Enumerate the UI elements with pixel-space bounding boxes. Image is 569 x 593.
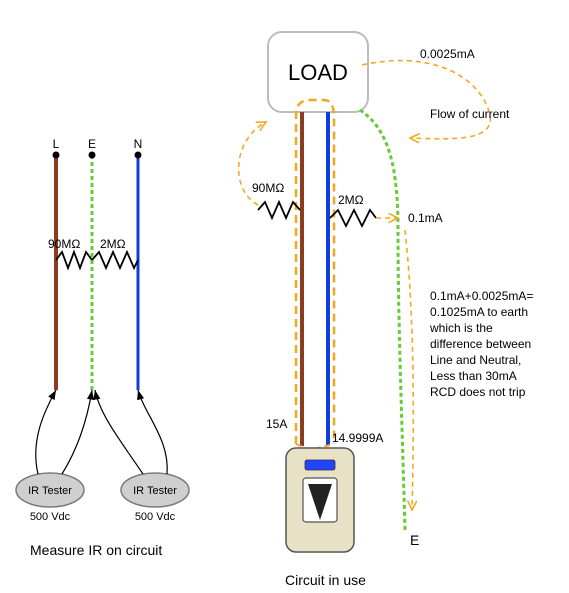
right-label-90M: 90MΩ [252,181,284,195]
left-label-2M: 2MΩ [100,237,126,251]
ir-tester-2-lead-N [138,390,167,474]
calc-line-6: RCD does not trip [430,385,526,399]
ir-tester-1-volt: 500 Vdc [30,511,71,523]
left-wire-L-dot [53,152,60,159]
left-label-E: E [88,137,96,151]
calc-line-5: Less than 30mA [430,369,517,383]
current-N-label: 14.9999A [332,431,383,445]
left-label-90M: 90MΩ [48,237,80,251]
calc-line-0: 0.1mA+0.0025mA= [430,289,533,303]
left-label-L: L [53,137,60,151]
calc-line-1: 0.1025mA to earth [430,305,528,319]
ir-tester-1-label: IR Tester [28,485,72,497]
right-resistor-2M [330,210,376,226]
ir-tester-2-label: IR Tester [133,485,177,497]
flow-label: Flow of current [430,107,510,121]
calc-text-block: 0.1mA+0.0025mA= 0.1025mA to earth which … [429,289,533,399]
right-earth-label: E [410,532,419,548]
ir-tester-2: IR Tester 500 Vdc [121,473,189,523]
ir-tester-2-lead-E [95,390,143,474]
left-title: Measure IR on circuit [30,542,162,558]
right-wire-E [360,110,405,530]
load-label: LOAD [288,60,348,85]
left-wire-N-dot [135,152,142,159]
right-resistor-90M [258,202,300,218]
calc-line-4: Line and Neutral, [430,353,521,367]
leak-mid-label: 0.1mA [408,211,443,225]
left-resistor-EN [92,252,138,268]
ir-tester-1-lead-L [36,390,56,474]
ir-tester-1: IR Tester 500 Vdc [16,473,84,523]
ir-tester-1-lead-E [62,390,92,474]
ir-tester-2-volt: 500 Vdc [135,511,176,523]
leak-arrow-top [362,61,490,139]
leak-top-label: 0.0025mA [420,47,475,61]
calc-line-3: difference between [430,337,531,351]
current-L-label: 15A [266,417,287,431]
calc-line-2: which is the [429,321,493,335]
earth-flow-arrow [405,230,413,510]
right-title: Circuit in use [285,572,366,588]
right-label-2M: 2MΩ [338,193,364,207]
rcd-device [286,448,354,552]
left-resistor-LE [56,252,92,268]
left-wire-E-dot [89,152,96,159]
left-label-N: N [134,137,143,151]
